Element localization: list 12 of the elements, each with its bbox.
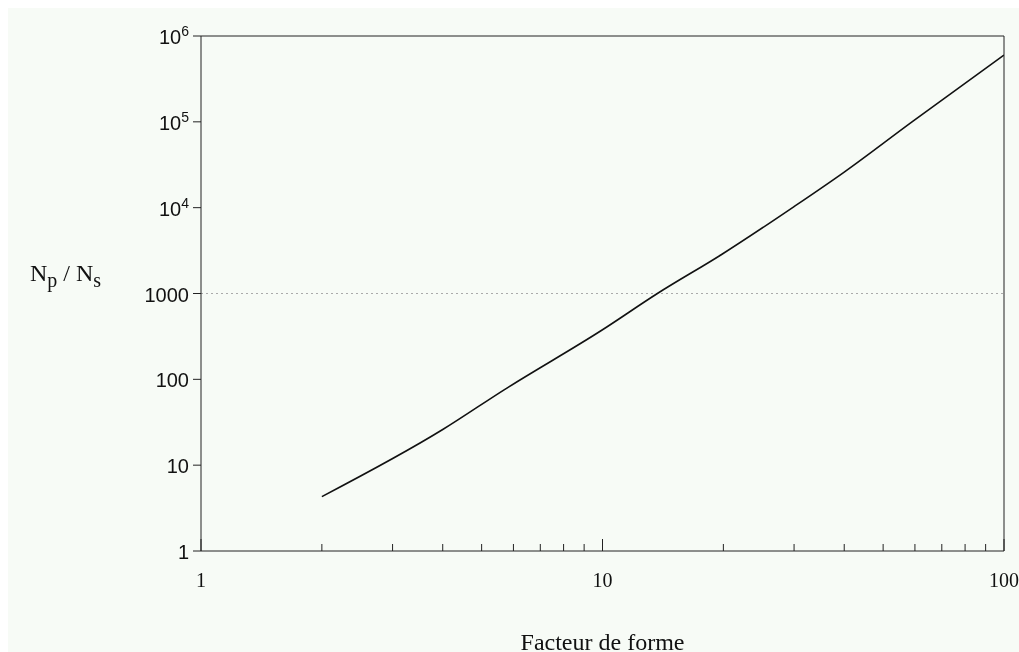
y-tick-label: 1000 [144, 283, 189, 306]
y-tick-label: 10$^{4}$ [158, 194, 190, 220]
x-tick-label: 100 [989, 569, 1019, 591]
y-tick-label: 100 [155, 369, 189, 392]
y-tick-label: 1 [177, 541, 189, 563]
y-axis-title: N$_{p}$ / N$_{s}$ [30, 260, 102, 292]
y-tick-label: 10$^{5}$ [158, 108, 190, 134]
x-axis-title: Facteur de forme [520, 629, 685, 652]
x-tick-label: 10 [592, 569, 613, 591]
x-tick-label: 1 [196, 569, 206, 591]
y-tick-label: 10 [166, 455, 189, 478]
y-tick-label: 10$^{6}$ [158, 23, 190, 48]
